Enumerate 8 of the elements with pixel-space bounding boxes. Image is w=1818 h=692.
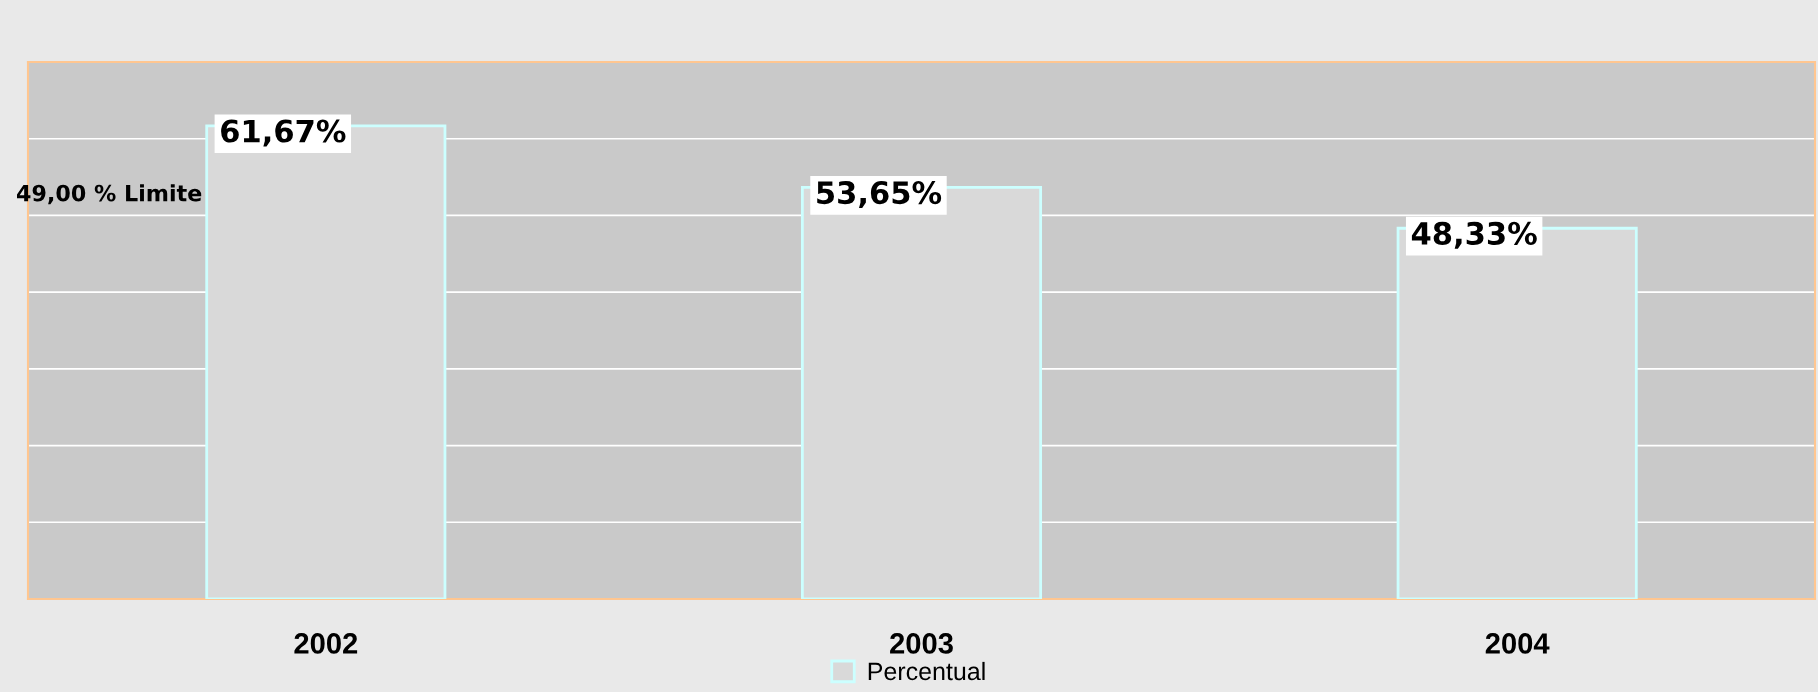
annotation: 49,00 % Limite: [17, 184, 202, 205]
x-tick-label: 2004: [1485, 633, 1550, 654]
data-label: 53,65%: [817, 181, 942, 209]
data-label: 61,67%: [221, 119, 346, 147]
legend-label: Percentual: [868, 661, 985, 681]
data-label: 48,33%: [1411, 221, 1537, 249]
x-tick-label: 2002: [294, 633, 358, 654]
x-tick-label: 2003: [890, 633, 953, 654]
